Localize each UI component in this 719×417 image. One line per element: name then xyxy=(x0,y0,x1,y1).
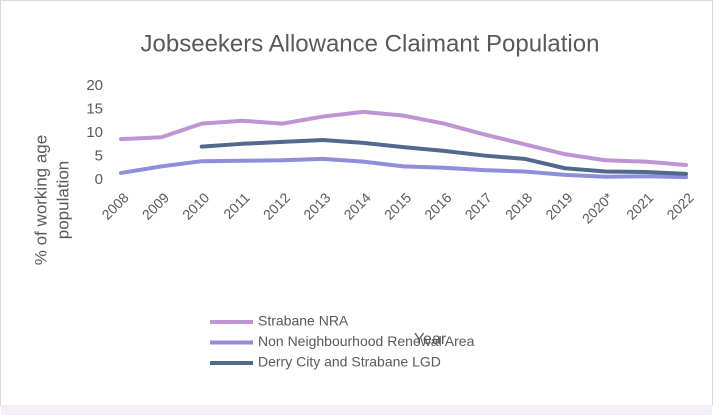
y-tick-label: 20 xyxy=(86,77,103,94)
y-tick-label: 5 xyxy=(95,147,103,164)
series-line xyxy=(119,156,688,180)
legend-label: Non Neighbourhood Renewal Area xyxy=(258,333,475,349)
legend-label: Strabane NRA xyxy=(258,313,349,329)
y-axis-label-line: % of working age xyxy=(31,135,50,265)
y-axis-label-line: population xyxy=(53,161,72,239)
chart-border xyxy=(0,0,713,406)
legend-label: Derry City and Strabane LGD xyxy=(258,354,441,370)
y-tick-label: 15 xyxy=(86,100,103,117)
series-line xyxy=(199,138,688,176)
series-line xyxy=(119,109,688,167)
bottom-strip xyxy=(1,405,712,415)
x-axis-label: Year xyxy=(414,331,447,348)
y-axis-label: % of working age population xyxy=(31,135,72,265)
y-tick-label: 10 xyxy=(86,124,103,141)
chart-title: Jobseekers Allowance Claimant Population xyxy=(141,30,600,57)
y-tick-label: 0 xyxy=(95,171,103,188)
